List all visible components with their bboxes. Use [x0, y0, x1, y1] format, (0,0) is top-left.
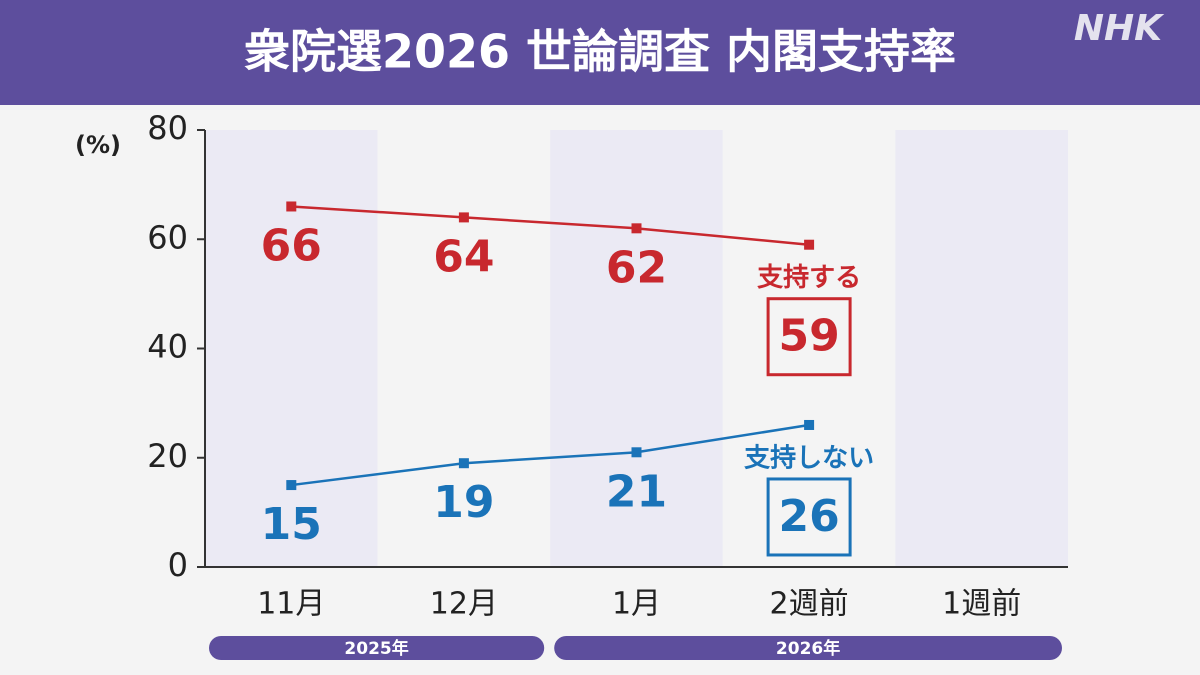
column-band	[895, 130, 1068, 567]
point	[458, 458, 469, 469]
year-group-label: 2025年	[344, 638, 408, 659]
point	[286, 201, 297, 212]
header	[0, 0, 1200, 105]
y-tick-label: 0	[168, 546, 188, 584]
x-tick-label: 11月	[257, 587, 325, 622]
point	[286, 480, 297, 491]
data-label: 19	[433, 477, 494, 528]
series-line	[291, 205, 810, 246]
point	[458, 212, 469, 223]
year-group	[209, 636, 545, 660]
column-band	[550, 130, 723, 567]
y-tick-label: 60	[147, 218, 188, 256]
column-band	[722, 130, 896, 567]
data-label: 26	[778, 491, 839, 542]
value-box	[766, 297, 852, 377]
y-tick-label: 80	[147, 109, 188, 147]
point	[804, 239, 815, 250]
data-label: 15	[261, 499, 322, 550]
x-tick-label: 2週前	[770, 587, 849, 622]
x-tick-label: 1月	[612, 587, 661, 622]
series-name: 支持しない	[744, 443, 874, 473]
point	[631, 447, 642, 458]
point	[804, 419, 815, 430]
column-band	[377, 130, 551, 567]
series-line	[291, 423, 810, 487]
series-name: 支持する	[757, 263, 861, 293]
data-label: 59	[778, 311, 839, 362]
year-group-label: 2026年	[776, 638, 840, 659]
data-label: 64	[433, 231, 494, 282]
data-label: 21	[606, 466, 667, 517]
data-label: 62	[606, 242, 667, 293]
value-box	[766, 477, 852, 557]
x-tick-label: 1週前	[942, 587, 1021, 622]
logo: NHK	[1074, 8, 1165, 49]
x-tick-label: 12月	[430, 587, 498, 622]
data-label: 66	[261, 220, 322, 271]
y-tick-label: 40	[147, 328, 188, 366]
y-tick-label: 20	[147, 437, 188, 475]
year-group	[554, 636, 1062, 660]
chart-title: 衆院選2026 世論調査 内閣支持率	[244, 25, 956, 79]
y-axis-label: (%)	[75, 131, 121, 159]
point	[631, 223, 642, 234]
